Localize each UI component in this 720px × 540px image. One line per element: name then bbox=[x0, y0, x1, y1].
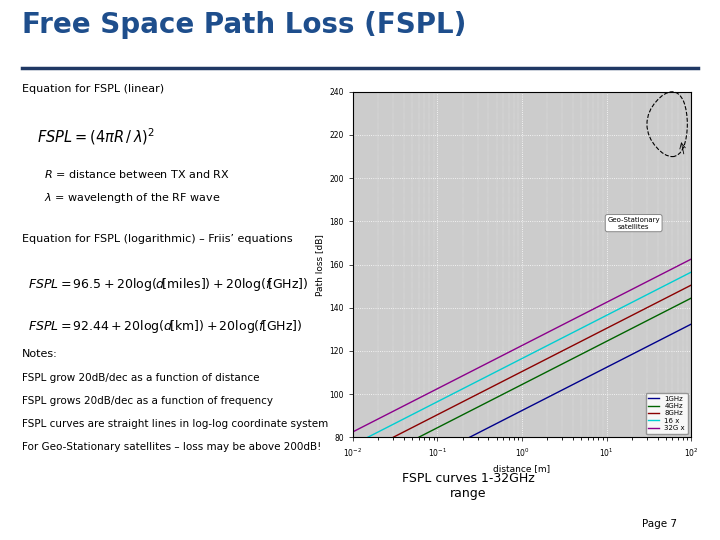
32G x bbox=[550, 326, 559, 332]
4GHz bbox=[626, 326, 634, 333]
Text: $FSPL = \left(4\pi R\,/\,\lambda\right)^2$: $FSPL = \left(4\pi R\,/\,\lambda\right)^… bbox=[37, 126, 156, 147]
32G x bbox=[687, 256, 696, 262]
4GHz bbox=[679, 299, 688, 306]
32G x bbox=[679, 260, 688, 267]
Line: 4GHz: 4GHz bbox=[353, 298, 691, 471]
1GHz bbox=[531, 400, 540, 407]
Text: FSPL curves 1-32GHz
range: FSPL curves 1-32GHz range bbox=[402, 472, 534, 500]
32G x bbox=[626, 287, 634, 294]
Text: $FSPL = 92.44 + 20\log\!\left(d\!\left[\mathrm{km}\right]\right)+ 20\log\!\left(: $FSPL = 92.44 + 20\log\!\left(d\!\left[\… bbox=[28, 318, 302, 335]
1GHz bbox=[509, 411, 518, 418]
8GHz bbox=[687, 282, 696, 288]
Text: FSPL grow 20dB/dec as a function of distance: FSPL grow 20dB/dec as a function of dist… bbox=[22, 373, 259, 382]
4GHz bbox=[687, 295, 696, 301]
1GHz bbox=[679, 325, 688, 332]
4GHz bbox=[550, 365, 559, 372]
4GHz bbox=[531, 374, 540, 381]
Text: FSPL curves are straight lines in log-log coordinate system: FSPL curves are straight lines in log-lo… bbox=[22, 419, 328, 429]
Line: 8GHz: 8GHz bbox=[353, 285, 691, 458]
Text: Equation for FSPL (linear): Equation for FSPL (linear) bbox=[22, 84, 163, 94]
32G x bbox=[348, 429, 357, 435]
8GHz bbox=[679, 286, 688, 293]
8GHz bbox=[531, 361, 540, 368]
16 x bbox=[626, 300, 634, 307]
4GHz bbox=[348, 468, 357, 474]
1GHz bbox=[550, 391, 559, 397]
8GHz bbox=[550, 352, 559, 359]
Text: $R$ = distance between TX and RX: $R$ = distance between TX and RX bbox=[44, 168, 230, 180]
Text: Notes:: Notes: bbox=[22, 349, 58, 360]
Text: Equation for FSPL (logarithmic) – Friis’ equations: Equation for FSPL (logarithmic) – Friis’… bbox=[22, 233, 292, 244]
16 x bbox=[511, 359, 520, 365]
1GHz bbox=[687, 321, 696, 327]
4GHz bbox=[509, 386, 518, 392]
Text: Page 7: Page 7 bbox=[642, 519, 677, 529]
16 x bbox=[509, 360, 518, 366]
1GHz bbox=[626, 352, 634, 359]
16 x bbox=[550, 339, 559, 345]
8GHz bbox=[348, 455, 357, 461]
32G x bbox=[511, 346, 520, 352]
16 x bbox=[348, 442, 357, 448]
1GHz bbox=[348, 494, 357, 500]
16 x bbox=[531, 348, 540, 355]
4GHz bbox=[511, 384, 520, 391]
16 x bbox=[687, 269, 696, 275]
Y-axis label: Path loss [dB]: Path loss [dB] bbox=[315, 234, 324, 295]
Line: 1GHz: 1GHz bbox=[353, 324, 691, 497]
Text: $FSPL = 96.5 + 20\log\!\left(d\!\left[\mathrm{miles}\right]\right)+ 20\log\!\lef: $FSPL = 96.5 + 20\log\!\left(d\!\left[\m… bbox=[28, 275, 309, 293]
Text: $\lambda$ = wavelength of the RF wave: $\lambda$ = wavelength of the RF wave bbox=[44, 192, 220, 205]
32G x bbox=[531, 335, 540, 342]
Legend: 1GHz, 4GHz, 8GHz, 16 x, 32G x: 1GHz, 4GHz, 8GHz, 16 x, 32G x bbox=[646, 393, 688, 434]
16 x bbox=[679, 273, 688, 280]
Line: 16 x: 16 x bbox=[353, 272, 691, 445]
X-axis label: distance [m]: distance [m] bbox=[493, 464, 551, 474]
Text: Free Space Path Loss (FSPL): Free Space Path Loss (FSPL) bbox=[22, 11, 466, 39]
8GHz bbox=[511, 372, 520, 378]
Text: FSPL grows 20dB/dec as a function of frequency: FSPL grows 20dB/dec as a function of fre… bbox=[22, 396, 273, 406]
32G x bbox=[509, 347, 518, 353]
1GHz bbox=[511, 410, 520, 417]
Line: 32G x: 32G x bbox=[353, 259, 691, 432]
Text: Geo-Stationary
satellites: Geo-Stationary satellites bbox=[608, 217, 660, 230]
Text: For Geo-Stationary satellites – loss may be above 200dB!: For Geo-Stationary satellites – loss may… bbox=[22, 442, 321, 452]
8GHz bbox=[509, 373, 518, 379]
8GHz bbox=[626, 313, 634, 320]
